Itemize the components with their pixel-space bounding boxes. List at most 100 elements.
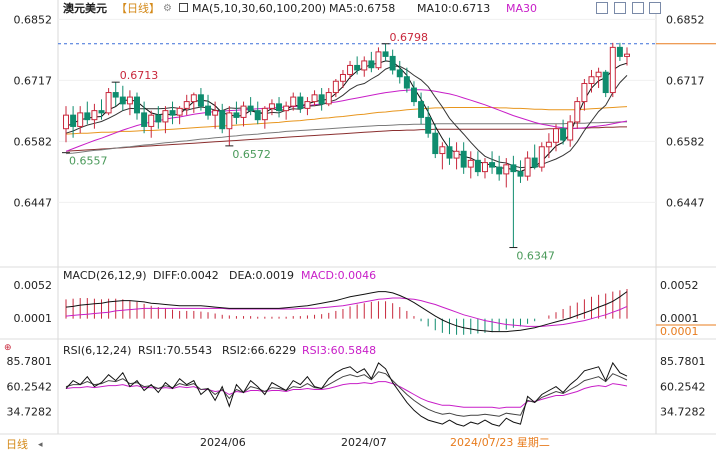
candle-body [205,105,212,116]
candle-body [361,60,368,71]
candle-body [531,157,538,168]
ma200-line [65,126,627,152]
candle-body [439,146,446,155]
zoom-in-icon[interactable] [614,2,626,14]
candle-body [311,94,318,103]
price-left-tick-label: 0.6582 [14,135,53,148]
candle-body [354,64,361,71]
candle-body [574,101,581,123]
candle-body [503,164,510,175]
rsi1-line [65,361,628,427]
candle-body [91,110,98,121]
candle-body [183,101,190,109]
symbol-title: 澳元美元 [63,2,107,15]
ma100-line [65,121,627,155]
rsi-left-tick-label: 85.7801 [7,355,53,368]
ma30-value: MA30 [506,2,538,15]
candle-body [524,157,531,177]
candle-body [496,166,503,175]
rsi3-value: RSI3:60.5848 [302,344,377,357]
candle-body [339,73,346,82]
candle-body [560,128,567,141]
annotation-high-label: 0.6713 [120,69,159,82]
rsi-left-tick-label: 60.2542 [7,380,53,393]
candle-body [247,105,254,112]
footer-dropdown-icon[interactable]: ◂ [38,440,43,450]
macd-title: MACD(26,12,9) [63,269,147,282]
macd-dea-line [65,297,628,327]
footer-period-button[interactable]: 日线 [6,438,28,451]
candle-body [332,80,339,94]
price-right-tick-label: 0.6852 [666,13,705,26]
price-left-tick-label: 0.6447 [14,196,53,209]
candle-body [148,114,155,127]
candle-body [276,103,283,112]
macd-left-tick-label: 0.0001 [14,312,53,325]
cursor-date-label: 2024/07/23 星期二 [450,436,550,449]
candle-body [219,110,226,130]
candle-body [325,92,332,105]
candle-body [290,96,297,107]
rsi-right-tick-label: 60.2542 [660,380,706,393]
candle-body [105,92,112,114]
zoom-out-icon[interactable] [632,2,644,14]
candle-body [460,150,467,168]
settings-gear-icon[interactable]: ⚙ [163,3,172,14]
candle-body [212,110,219,116]
ma60-line [65,106,628,135]
candle-body [261,107,268,121]
macd-value: MACD:0.0046 [301,269,377,282]
candle-body [254,110,261,121]
macd-highlight-tick-label: 0.0001 [660,325,699,338]
candle-body [63,114,69,130]
rsi-right-tick-label: 34.7282 [660,406,706,419]
candle-body [403,76,410,89]
candle-body [467,159,474,168]
ma-toggle-icon[interactable] [179,3,188,12]
candle-body [176,107,183,116]
candle-body [474,159,481,173]
candle-body [119,96,126,105]
rsi-right-tick-label: 85.7801 [660,355,706,368]
price-left-tick-label: 0.6852 [14,13,53,26]
candle-body [155,114,162,123]
candle-body [425,116,432,134]
period-label[interactable]: 【日线】 [116,2,160,15]
candle-body [318,94,325,105]
candle-body [453,150,460,159]
candle-body [588,76,595,85]
candle-body [240,105,247,118]
crosshair-icon[interactable] [596,2,608,14]
annotation-low-label: 0.6557 [69,155,108,168]
date-label-june: 2024/06 [200,436,246,449]
candle-body [297,96,304,109]
candle-body [595,71,602,78]
candle-body [375,51,382,69]
annotation-low-label: 0.6347 [516,250,555,263]
candle-body [517,171,524,177]
candle-body [396,69,403,78]
rsi-collapse-icon[interactable]: ⊕ [4,343,12,353]
candle-body [489,162,496,168]
candle-body [98,110,105,114]
macd-left-tick-label: 0.0052 [14,279,53,292]
rsi1-value: RSI1:70.5543 [138,344,213,357]
candle-body [141,112,148,127]
candle-body [169,110,176,116]
candle-body [553,128,559,143]
rsi2-line [65,371,628,417]
macd-right-tick-label: 0.0001 [660,312,699,325]
candle-body [347,64,354,75]
annotation-high-label: 0.6798 [390,31,429,44]
fullscreen-icon[interactable] [649,2,661,14]
macd-right-tick-label: 0.0052 [660,279,699,292]
candle-body [126,96,133,105]
candle-body [538,146,545,168]
candle-body [368,60,375,69]
candle-body [510,164,517,173]
candle-body [162,110,169,123]
candle-body [304,101,311,109]
candle-body [134,96,140,114]
